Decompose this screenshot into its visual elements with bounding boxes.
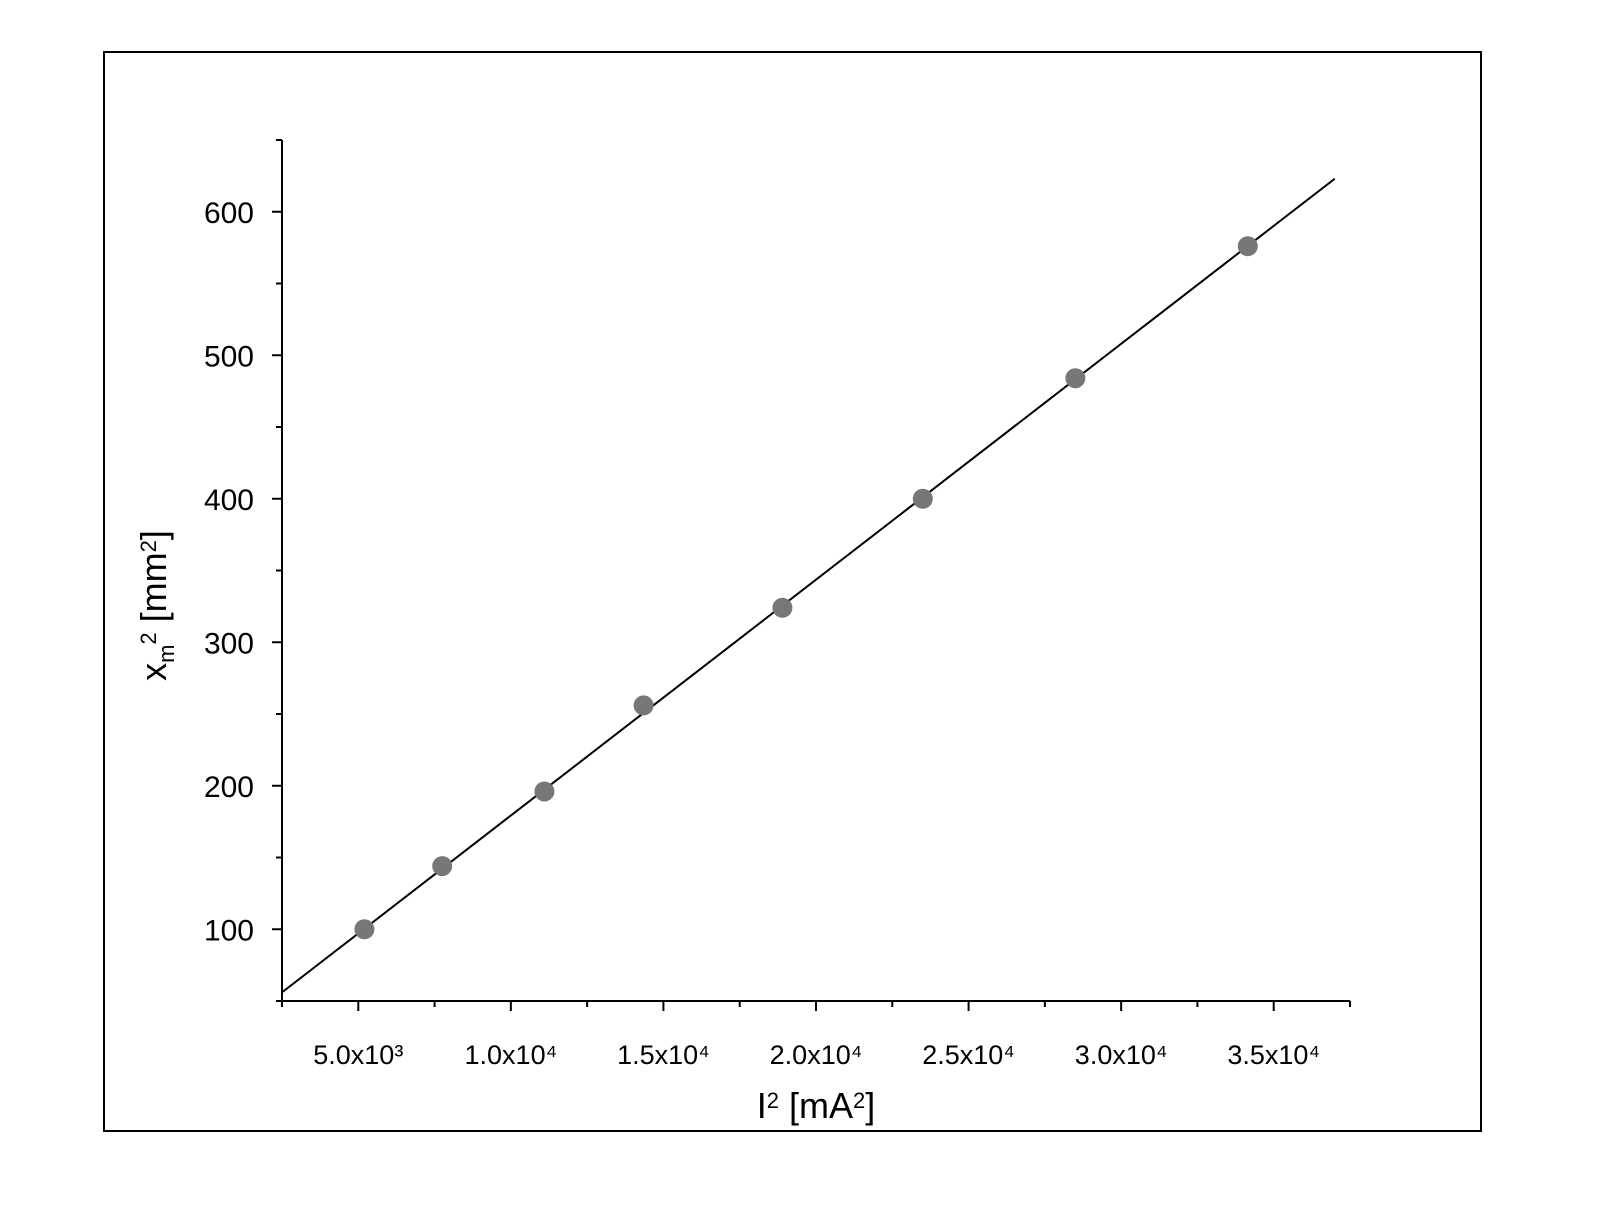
x-axis-label-part: 2 [853, 1088, 865, 1113]
data-point [1237, 236, 1258, 257]
y-tick-label: 500 [204, 340, 254, 373]
y-axis-label-part: ] [133, 530, 174, 540]
y-tick-label: 600 [204, 197, 254, 230]
x-tick-label: 2.0x10⁴ [770, 1040, 863, 1070]
x-tick-label: 2.5x10⁴ [922, 1040, 1015, 1070]
data-point [912, 488, 933, 509]
y-axis-label-part: [mm [133, 552, 174, 632]
y-axis-label-part: 2 [136, 632, 161, 644]
x-tick-label: 1.5x10⁴ [617, 1040, 710, 1070]
y-axis-label-part: m [154, 645, 179, 663]
y-tick-label: 400 [204, 484, 254, 517]
x-tick-label: 3.0x10⁴ [1075, 1040, 1168, 1070]
x-tick-label: 3.5x10⁴ [1227, 1040, 1320, 1070]
x-axis-label-part: I [757, 1085, 767, 1126]
x-tick-label: 5.0x10³ [313, 1040, 403, 1070]
x-axis-label-part: ] [865, 1085, 875, 1126]
x-axis-label-part: [mA [779, 1085, 853, 1126]
x-axis-label-part: 2 [767, 1088, 779, 1113]
data-point [1065, 368, 1086, 389]
y-axis-label-part: 2 [136, 540, 161, 552]
x-axis-label: I2 [mA2] [757, 1085, 876, 1126]
data-point [772, 597, 793, 618]
y-tick-label: 200 [204, 771, 254, 804]
y-tick-label: 300 [204, 627, 254, 660]
data-point [534, 781, 555, 802]
data-point [633, 695, 654, 716]
data-point [432, 856, 453, 877]
y-axis-label: xm2 [mm2] [133, 530, 179, 681]
frame [103, 51, 1482, 1132]
data-point [354, 919, 375, 940]
y-axis-label-part: x [133, 663, 174, 681]
y-tick-label: 100 [204, 914, 254, 947]
x-tick-label: 1.0x10⁴ [465, 1040, 558, 1070]
fit-line [281, 177, 1336, 994]
